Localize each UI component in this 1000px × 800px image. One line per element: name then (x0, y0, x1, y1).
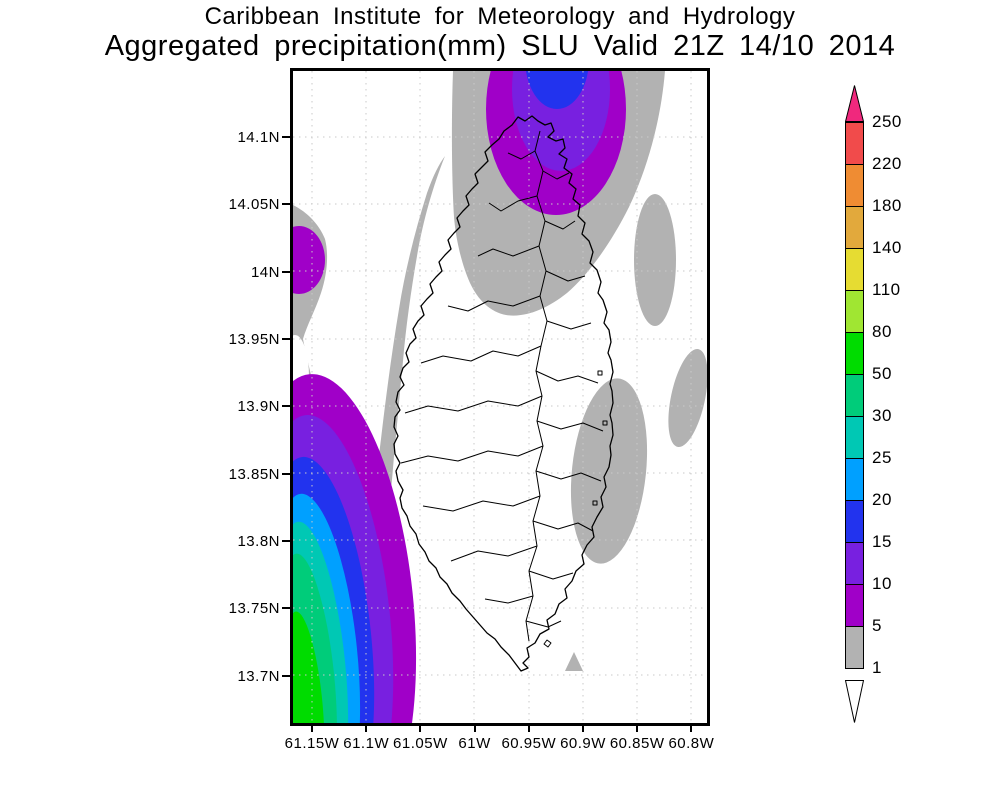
lat-tick (282, 203, 290, 206)
rain-cell-east-coast (570, 378, 648, 564)
colorbar-segment (845, 290, 864, 333)
lon-tick-label: 61.1W (343, 735, 390, 752)
colorbar-segment (845, 416, 864, 459)
colorbar-segment (845, 374, 864, 417)
colorbar-value-label: 80 (872, 322, 892, 341)
colorbar-value-label: 140 (872, 238, 902, 257)
colorbar-value-label: 5 (872, 616, 882, 635)
lat-tick-label: 13.8N (237, 532, 280, 550)
lat-tick (282, 674, 290, 677)
north-cell-15mm (525, 71, 589, 109)
lon-tick (419, 724, 422, 732)
colorbar-value-label: 250 (872, 112, 902, 131)
rain-region-west-tongue (374, 156, 445, 530)
lat-tick-label: 13.85N (228, 465, 280, 483)
lon-tick (582, 724, 584, 732)
colorbar-arrow-bottom (845, 680, 864, 723)
lon-tick-label: 60.8W (668, 735, 715, 752)
lon-tick (636, 724, 639, 732)
colorbar-value-label: 10 (872, 574, 892, 593)
lon-tick-label: 60.9W (560, 735, 606, 752)
colorbar-arrow-top (845, 85, 864, 122)
colorbar-value-label: 220 (872, 154, 902, 173)
watershed-boundaries (400, 130, 608, 648)
colorbar-value-label: 1 (872, 658, 882, 677)
rain-speck-southeast (565, 652, 583, 671)
lat-tick-label: 14.1N (237, 129, 280, 146)
map-plot-area (290, 68, 710, 726)
colorbar-value-label: 180 (872, 196, 902, 215)
lat-tick (282, 607, 290, 610)
chart-titles: Caribbean Institute for Meteorology and … (0, 4, 1000, 62)
lon-tick-label: 61.05W (393, 735, 448, 752)
colorbar-segment (845, 164, 864, 207)
colorbar-value-label: 50 (872, 364, 892, 383)
colorbar-segment (845, 248, 864, 291)
colorbar-segments (845, 122, 864, 669)
colorbar-segment (845, 122, 864, 165)
lat-tick (282, 405, 290, 408)
colorbar-segment (845, 458, 864, 501)
lon-tick-label: 61W (458, 735, 491, 752)
lat-tick-label: 13.7N (237, 667, 280, 685)
colorbar-value-label: 30 (872, 406, 892, 425)
title-institution: Caribbean Institute for Meteorology and … (204, 3, 796, 30)
rain-cell-west-14N (293, 226, 325, 294)
colorbar-segment (845, 542, 864, 585)
colorbar-segment (845, 500, 864, 543)
lat-tick (282, 472, 290, 475)
lat-tick (282, 270, 290, 273)
lat-tick-label: 14.05N (228, 196, 280, 214)
lon-tick (311, 724, 313, 732)
lat-tick (282, 337, 290, 340)
lon-tick (473, 724, 476, 732)
title-product: Aggregated precipitation(mm) SLU Valid 2… (104, 30, 896, 63)
colorbar-segment (845, 206, 864, 249)
rain-cell-east-border (668, 348, 707, 448)
colorbar-segment (845, 332, 864, 375)
lat-tick-label: 14N (250, 263, 280, 281)
colorbar-segment (845, 584, 864, 627)
precipitation-field (293, 71, 707, 723)
colorbar-value-label: 110 (872, 280, 901, 299)
lon-tick (365, 724, 368, 732)
lon-tick (527, 724, 530, 732)
colorbar-value-label: 15 (872, 532, 892, 551)
lon-tick (690, 724, 693, 732)
rain-cell-east-upper (634, 194, 676, 326)
sw-cell-50mm (293, 611, 325, 723)
lon-tick-label: 60.95W (501, 735, 557, 752)
lat-tick (282, 136, 290, 138)
lat-tick-label: 13.9N (237, 398, 280, 416)
lon-tick-label: 61.15W (284, 735, 340, 752)
lat-tick-label: 13.75N (228, 600, 280, 618)
colorbar-value-label: 20 (872, 490, 892, 509)
lat-tick-label: 13.95N (228, 330, 280, 348)
colorbar-segment (845, 626, 864, 669)
lat-tick (282, 539, 290, 542)
lon-tick-label: 60.85W (609, 735, 665, 752)
island-coastline (393, 115, 614, 672)
colorbar-value-label: 25 (872, 448, 892, 467)
